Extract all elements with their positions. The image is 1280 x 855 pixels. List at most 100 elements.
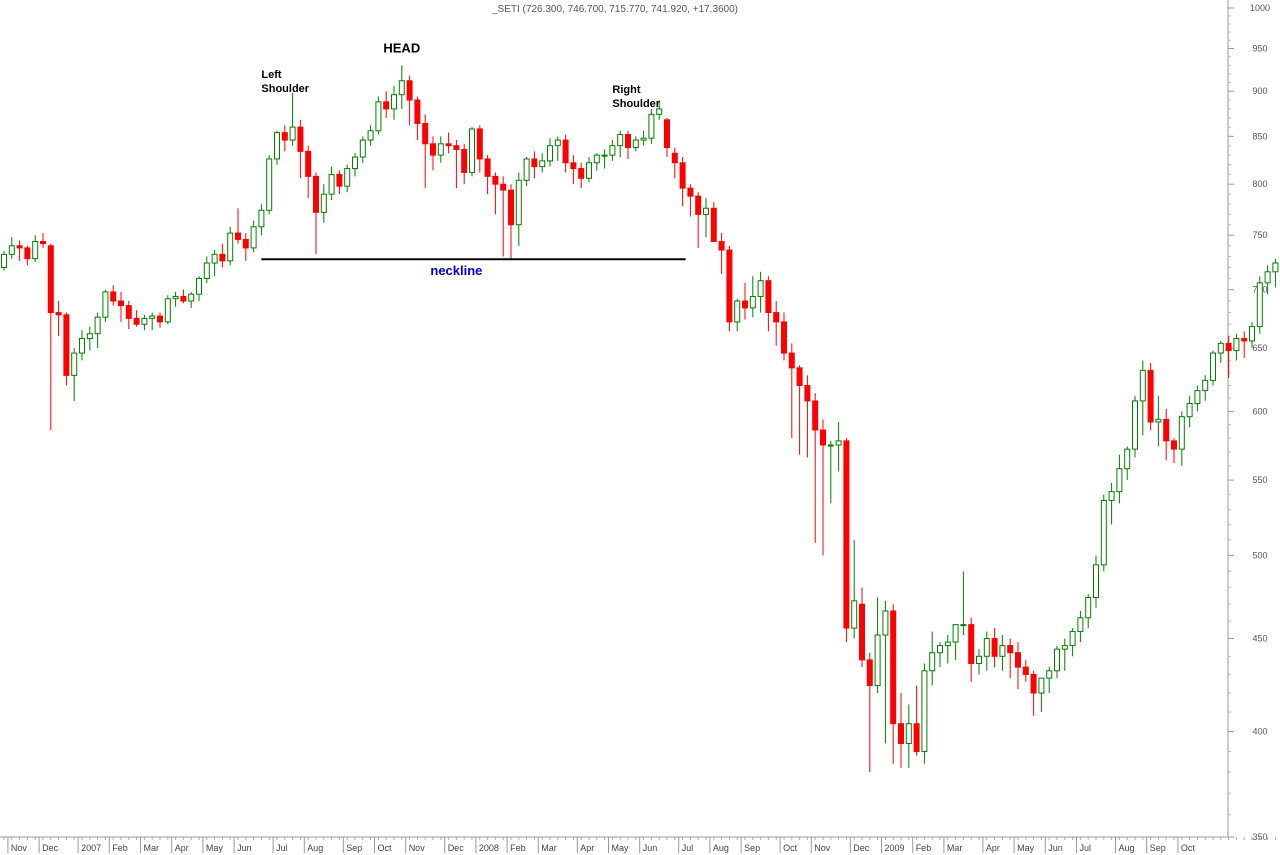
- candle-body-up: [79, 338, 85, 354]
- x-tick-label: Jun: [1048, 843, 1063, 853]
- candle-body-down: [1163, 418, 1170, 442]
- x-tick-label: Sep: [744, 843, 760, 853]
- candle: [133, 310, 140, 327]
- annotation-right-shoulder: Right: [612, 84, 640, 96]
- x-tick-label: Oct: [783, 843, 798, 853]
- candle: [445, 132, 452, 154]
- candle-body-down: [1007, 645, 1014, 654]
- candle: [250, 220, 257, 253]
- candle: [937, 642, 943, 668]
- candle: [55, 301, 62, 337]
- candle: [1249, 321, 1255, 349]
- candle-body-up: [1132, 400, 1138, 450]
- candle: [656, 100, 663, 120]
- y-tick-label: 500: [1252, 550, 1267, 560]
- candle-body-down: [453, 145, 460, 150]
- candle-body-up: [274, 132, 280, 160]
- candle: [742, 282, 748, 320]
- candle-body-up: [141, 317, 148, 325]
- candle-body-up: [515, 179, 522, 226]
- candle: [1061, 638, 1068, 671]
- candle-body-up: [1233, 338, 1240, 352]
- candle: [1046, 667, 1053, 694]
- candle: [422, 114, 429, 189]
- x-tick-label: Jun: [237, 843, 252, 853]
- candle-body-up: [1202, 379, 1209, 392]
- candle-body-down: [773, 312, 780, 323]
- candle: [1132, 395, 1138, 458]
- candle: [8, 237, 15, 259]
- candle: [469, 127, 475, 177]
- x-tick-label: Apr: [986, 843, 1000, 853]
- candle: [211, 250, 218, 277]
- candle-body-down: [110, 291, 117, 302]
- x-tick-label: Jul: [276, 843, 288, 853]
- candle: [86, 326, 93, 351]
- candle: [406, 75, 413, 126]
- candle: [976, 649, 982, 675]
- candle: [1007, 638, 1014, 679]
- candle: [1256, 276, 1263, 334]
- candle-body-up: [648, 113, 655, 139]
- candle: [609, 140, 616, 161]
- candle: [383, 91, 390, 118]
- candle: [1155, 395, 1162, 447]
- candle-body-down: [422, 122, 429, 145]
- candle-body-up: [1, 253, 7, 268]
- candle-body-up: [547, 145, 553, 162]
- x-tick-label: Aug: [307, 843, 323, 853]
- candle-body-down: [890, 610, 897, 725]
- candle: [476, 125, 483, 173]
- candle-body-down: [180, 295, 187, 302]
- candle: [788, 343, 795, 439]
- annotation-left-shoulder: Shoulder: [261, 83, 309, 95]
- candle-body-up: [172, 295, 179, 300]
- candle: [671, 147, 678, 179]
- candle-body-up: [289, 126, 296, 141]
- candle: [1233, 333, 1240, 361]
- annotation-right-shoulder: Shoulder: [612, 98, 660, 110]
- y-tick-label: 800: [1252, 179, 1267, 189]
- candle-body-up: [1186, 403, 1193, 418]
- y-tick-label: 450: [1252, 634, 1267, 644]
- candle: [1194, 385, 1201, 412]
- candle: [1069, 628, 1076, 657]
- x-tick-label: Nov: [11, 843, 28, 853]
- candle: [1, 251, 7, 271]
- candle: [24, 245, 31, 266]
- candle-body-down: [968, 624, 975, 665]
- candle-body-up: [258, 209, 265, 228]
- candle-body-up: [703, 207, 709, 215]
- candle: [188, 291, 195, 308]
- candle: [1085, 594, 1092, 629]
- candle: [313, 172, 319, 255]
- candle-body-down: [55, 312, 62, 316]
- candle-body-up: [554, 139, 561, 147]
- candle: [40, 233, 46, 248]
- candle-body-up: [188, 293, 195, 302]
- candle-body-up: [1100, 499, 1107, 566]
- candle-body-up: [1069, 631, 1076, 647]
- candle: [929, 631, 936, 686]
- candle-body-up: [905, 723, 912, 744]
- candle: [968, 617, 975, 682]
- candle: [453, 140, 460, 189]
- annotation-head: HEAD: [383, 41, 420, 56]
- candle: [921, 663, 928, 764]
- candle: [664, 117, 670, 158]
- candle: [391, 85, 397, 120]
- candle: [196, 276, 202, 302]
- candle: [890, 604, 897, 764]
- candle: [1241, 331, 1248, 358]
- candle-body-up: [469, 128, 475, 173]
- candle-body-down: [742, 300, 748, 309]
- candle-body-up: [656, 108, 663, 115]
- candle-body-up: [851, 600, 858, 629]
- candle-body-down: [781, 321, 787, 354]
- candle-body-up: [757, 280, 764, 297]
- candle: [1139, 360, 1146, 436]
- candle-body-up: [227, 232, 234, 262]
- candle: [1163, 408, 1170, 461]
- candle-body-up: [929, 652, 936, 672]
- candle-body-up: [609, 145, 616, 156]
